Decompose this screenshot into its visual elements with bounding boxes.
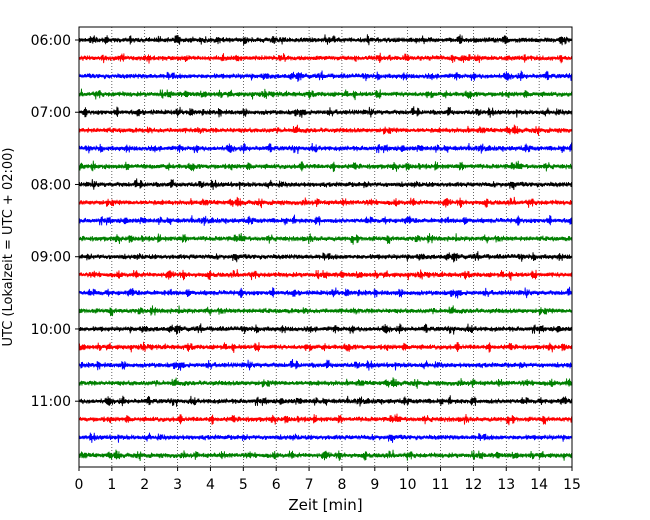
x-tick-label: 4	[206, 477, 215, 493]
seismogram-trace	[78, 251, 573, 263]
seismogram-trace	[78, 196, 573, 209]
seismogram-trace	[78, 269, 573, 281]
seismogram-trace	[78, 34, 573, 46]
seismogram-trace	[78, 413, 573, 426]
x-tick-label: 2	[140, 477, 149, 493]
seismogram-trace	[78, 214, 573, 226]
seismogram-trace	[78, 323, 573, 335]
x-tick-label: 11	[432, 477, 450, 493]
seismogram-trace	[78, 70, 573, 82]
x-tick-label: 1	[107, 477, 116, 493]
seismogram-trace	[78, 160, 573, 173]
seismogram-trace	[78, 106, 573, 118]
seismogram-trace	[78, 286, 573, 299]
seismogram-trace	[78, 178, 573, 191]
x-tick-label: 14	[530, 477, 548, 493]
x-tick-label: 3	[173, 477, 182, 493]
seismogram-trace	[78, 88, 573, 101]
seismogram-trace	[78, 142, 573, 154]
seismogram-trace	[78, 395, 573, 407]
y-tick-label: 10:00	[31, 322, 71, 338]
y-axis-label: UTC (Lokalzeit = UTC + 02:00)	[1, 148, 16, 347]
plot-frame	[78, 26, 573, 468]
y-tick-label: 08:00	[31, 177, 71, 193]
seismogram-trace	[78, 52, 573, 64]
x-tick-label: 12	[464, 477, 482, 493]
y-axis-ticks: 06:00 07:00 08:00 09:00 10:00 11:00	[31, 33, 79, 410]
seismogram-trace	[78, 305, 573, 317]
seismogram-trace	[78, 233, 573, 245]
y-tick-label: 07:00	[31, 105, 71, 121]
seismogram-trace	[78, 377, 573, 389]
x-tick-label: 5	[239, 477, 248, 493]
y-tick-label: 06:00	[31, 33, 71, 49]
grid-lines	[111, 27, 540, 467]
x-tick-label: 15	[563, 477, 581, 493]
x-axis-label: Zeit [min]	[288, 496, 362, 514]
seismogram-traces	[78, 34, 573, 461]
seismogram-trace	[78, 432, 573, 443]
x-tick-label: 13	[497, 477, 515, 493]
x-axis-ticks: 0 1 2 3 4 5 6 7 8 9 10 11 12 13 14 15	[75, 467, 581, 493]
x-tick-label: 0	[75, 477, 84, 493]
x-tick-label: 8	[337, 477, 346, 493]
y-tick-label: 09:00	[31, 250, 71, 266]
seismogram-trace	[78, 341, 573, 353]
x-tick-label: 6	[272, 477, 281, 493]
seismogram-trace	[78, 359, 573, 371]
x-tick-label: 9	[370, 477, 379, 493]
y-tick-label: 11:00	[31, 394, 71, 410]
seismogram-trace	[78, 449, 573, 461]
x-tick-label: 10	[399, 477, 417, 493]
seismogram-trace	[78, 124, 573, 136]
x-tick-label: 7	[305, 477, 314, 493]
